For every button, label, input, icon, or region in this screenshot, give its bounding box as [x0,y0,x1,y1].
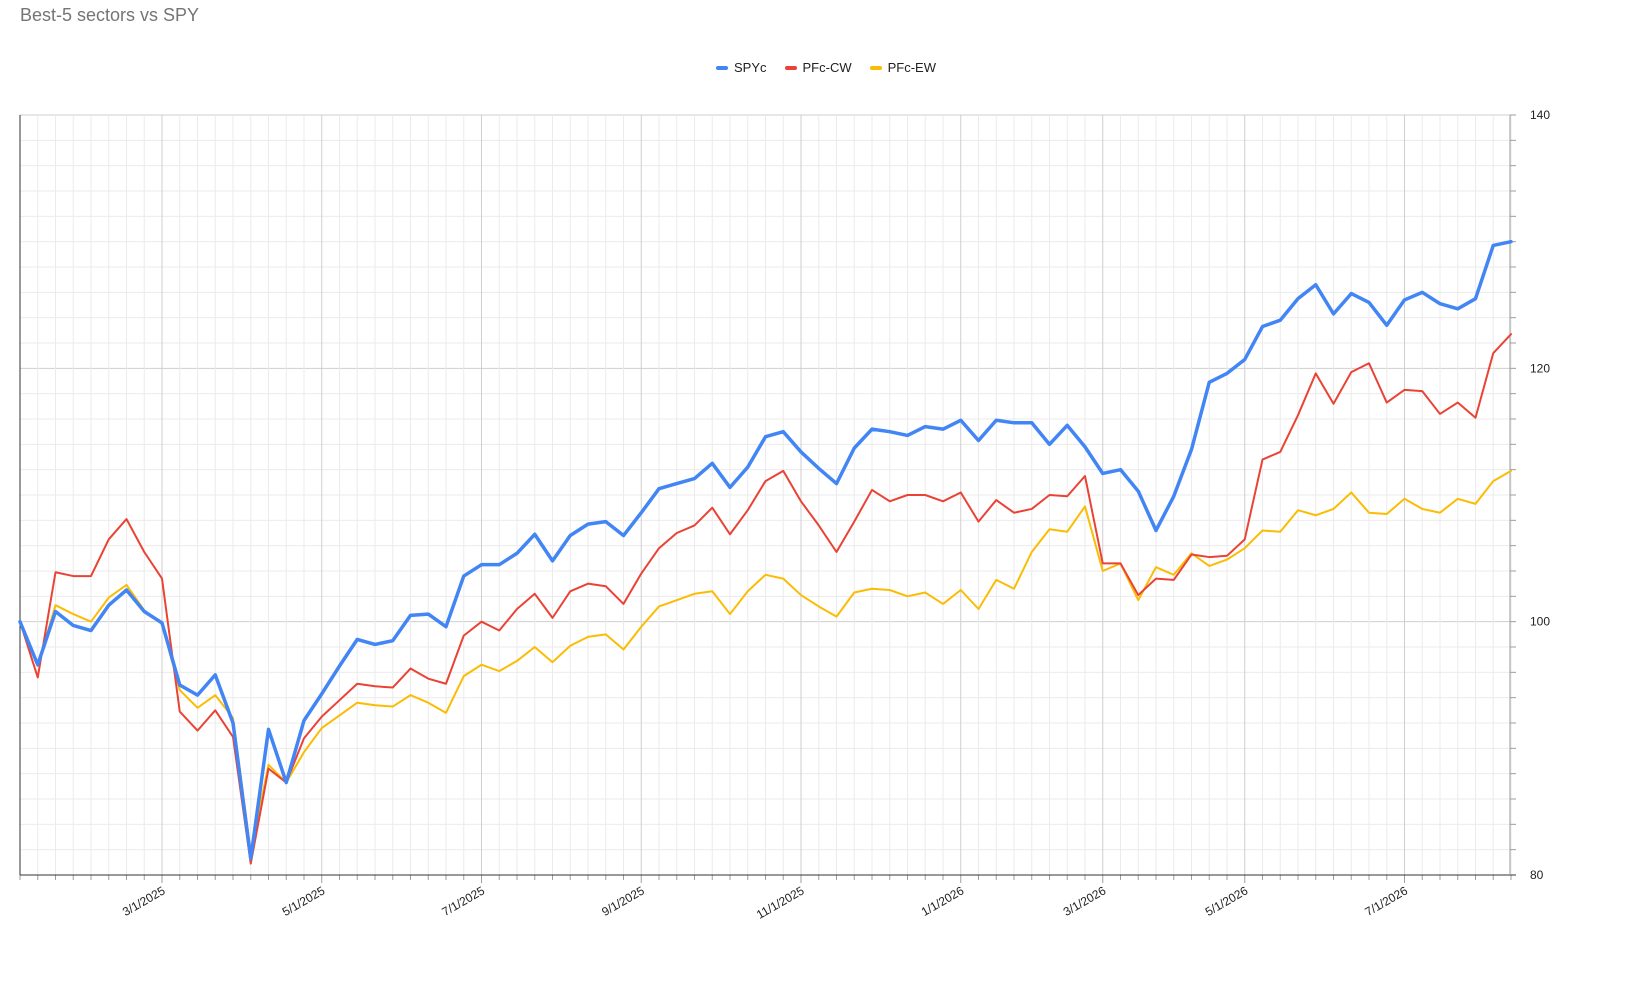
grid-lines [20,115,1511,875]
x-tick-label: 11/1/2025 [754,883,807,922]
y-tick-label: 80 [1530,868,1544,882]
x-tick-label: 7/1/2025 [440,883,488,919]
axes [20,115,1516,883]
x-tick-label: 7/1/2026 [1363,883,1411,919]
y-tick-label: 120 [1530,361,1550,375]
x-tick-label: 1/1/2026 [919,883,967,919]
x-tick-label: 5/1/2026 [1203,883,1251,919]
x-tick-label: 3/1/2025 [120,883,168,919]
tick-labels: 80 100 120 140 3/1/2025 5/1/2025 7/1/2025 9/1/2… [120,108,1550,922]
x-tick-label: 5/1/2025 [280,883,328,919]
y-tick-label: 140 [1530,108,1550,122]
x-tick-label: 9/1/2025 [599,883,647,919]
x-tick-label: 3/1/2026 [1061,883,1109,919]
y-tick-label: 100 [1530,615,1550,629]
